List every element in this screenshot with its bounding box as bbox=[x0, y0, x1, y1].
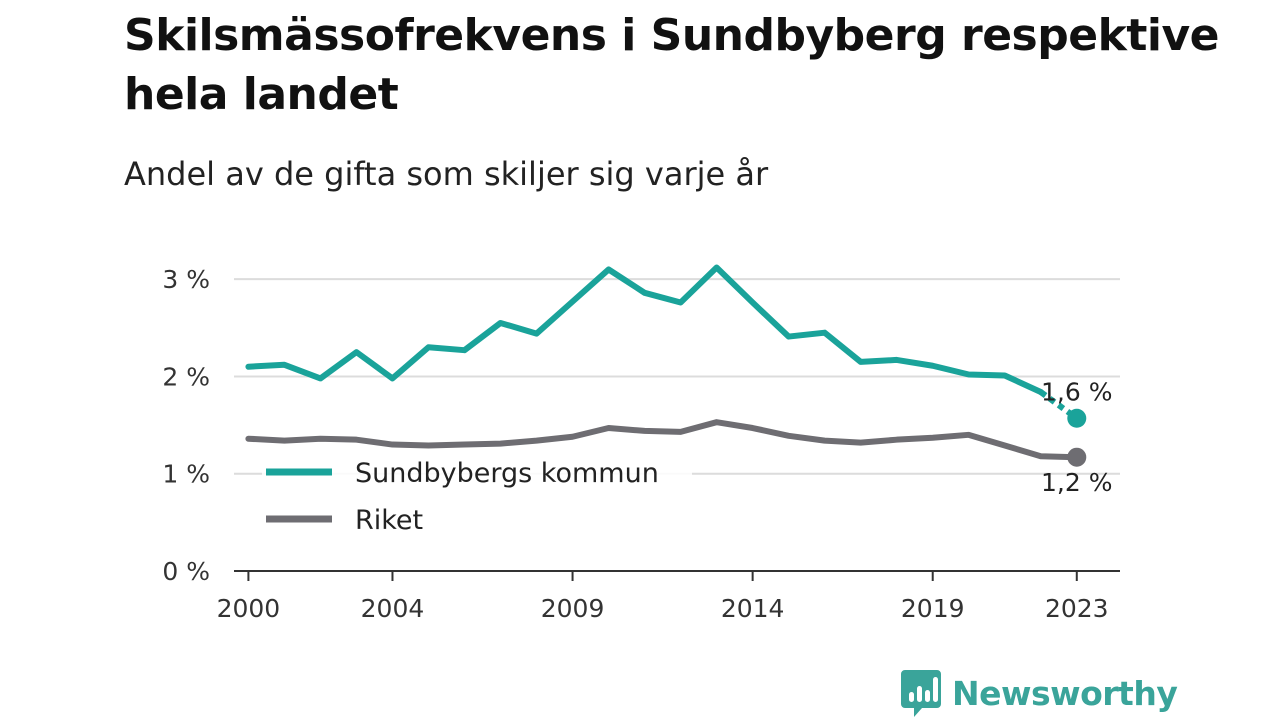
x-tick-label: 2014 bbox=[721, 594, 785, 623]
series-line-0 bbox=[245, 264, 1044, 396]
x-tick-label: 2004 bbox=[361, 594, 425, 623]
end-labels: 1,6 % 1,2 % bbox=[1041, 377, 1112, 497]
chart-subtitle: Andel av de gifta som skiljer sig varje … bbox=[124, 155, 769, 193]
y-tick-label: 1 % bbox=[162, 460, 210, 489]
brand-name: Newsworthy bbox=[952, 673, 1178, 713]
legend-label-1: Riket bbox=[355, 505, 423, 536]
y-tick-label: 3 % bbox=[162, 265, 210, 294]
y-tick-label: 0 % bbox=[162, 557, 210, 586]
chart-title: Skilsmässofrekvens i Sundbyberg respekti… bbox=[124, 10, 1219, 120]
series-end-point-0 bbox=[1067, 408, 1087, 428]
legend: Sundbybergs kommun Riket bbox=[262, 450, 692, 539]
axes: 0 % 1 % 2 % 3 % 2000 2004 2009 2014 2019 2023 bbox=[162, 265, 1120, 623]
y-tick-label: 2 % bbox=[162, 362, 210, 391]
x-tick-label: 2009 bbox=[541, 594, 605, 623]
newsworthy-logo-icon bbox=[901, 670, 941, 717]
series-end-point-1 bbox=[1067, 447, 1087, 467]
legend-label-0: Sundbybergs kommun bbox=[355, 458, 659, 489]
series-end-label-1: 1,2 % bbox=[1041, 468, 1112, 497]
x-tick-label: 2023 bbox=[1045, 594, 1109, 623]
legend-background bbox=[262, 450, 692, 492]
legend-background bbox=[262, 497, 692, 539]
x-tick-label: 2019 bbox=[901, 594, 965, 623]
series-end-label-0: 1,6 % bbox=[1041, 377, 1112, 406]
x-tick-label: 2000 bbox=[217, 594, 281, 623]
brand-logo: Newsworthy bbox=[900, 668, 1178, 718]
series-lines bbox=[245, 264, 1087, 467]
series-line-1 bbox=[245, 419, 1080, 461]
